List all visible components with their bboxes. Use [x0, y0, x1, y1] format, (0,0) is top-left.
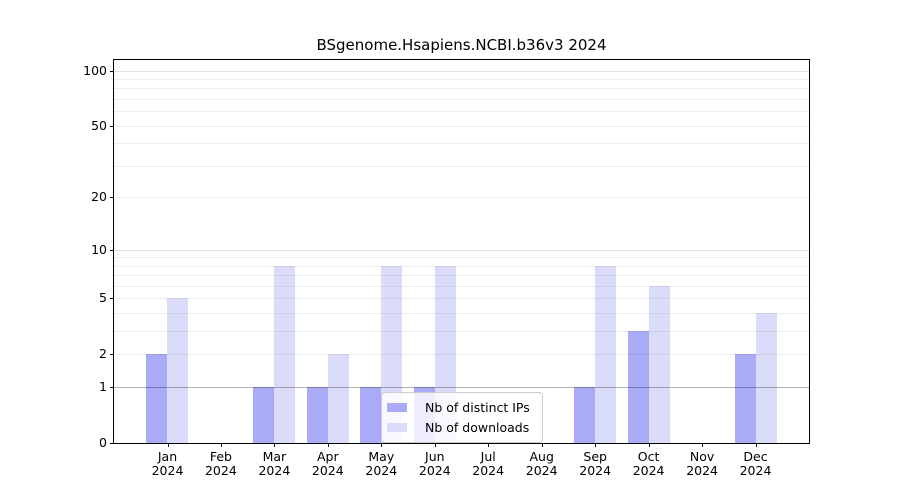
x-tick-label: Aug 2024 — [525, 449, 558, 478]
y-tick — [110, 70, 114, 72]
x-tick — [648, 443, 650, 447]
y-tick — [110, 197, 114, 199]
legend: Nb of distinct IPs Nb of downloads — [381, 392, 543, 443]
legend-item: Nb of downloads — [387, 419, 530, 436]
gridline-y-7 — [114, 275, 809, 277]
y-tick-label: 20 — [91, 189, 107, 205]
gridline-y-40 — [114, 143, 809, 145]
y-tick — [110, 354, 114, 356]
bar-distinct-ips-dec — [734, 354, 756, 443]
y-tick — [110, 298, 114, 300]
x-tick — [220, 443, 222, 447]
gridline-y-90 — [114, 79, 809, 80]
gridline-y-2 — [114, 354, 809, 356]
y-tick-label: 5 — [99, 290, 107, 306]
plot-area: 0 1 2 5 10 20 50 100 Jan 2024 Feb 2024 Mar 2024 Apr… — [83, 59, 810, 478]
legend-swatch-distinct-ips — [387, 403, 407, 412]
gridline-y-80 — [114, 88, 809, 90]
x-tick-label: Mar 2024 — [258, 449, 291, 478]
x-tick-label: Jul 2024 — [472, 449, 505, 478]
gridline-y-6 — [114, 286, 809, 287]
gridline-y-5 — [114, 298, 809, 300]
bar-distinct-ips-apr — [306, 387, 328, 443]
x-tick-label: Apr 2024 — [311, 449, 344, 478]
bar-distinct-ips-mar — [253, 387, 275, 443]
bar-downloads-jan — [167, 298, 189, 443]
x-tick-label: Sep 2024 — [579, 449, 612, 478]
bar-downloads-apr — [327, 354, 349, 443]
gridline-y-9 — [114, 257, 809, 259]
x-tick — [488, 443, 490, 447]
bar-distinct-ips-may — [360, 387, 382, 443]
y-tick-label: 0 — [99, 435, 107, 450]
bar-distinct-ips-oct — [627, 331, 649, 443]
gridline-y-50 — [114, 125, 809, 127]
x-tick-label: Oct 2024 — [632, 449, 665, 478]
x-tick — [755, 443, 757, 447]
x-tick-label: Jun 2024 — [418, 449, 451, 478]
x-tick-label: Nov 2024 — [686, 449, 718, 478]
x-tick-label: May 2024 — [365, 449, 398, 478]
y-tick-label: 50 — [91, 117, 107, 133]
y-tick-label: 100 — [83, 62, 107, 78]
bar-distinct-ips-jan — [146, 354, 168, 443]
x-tick-label: Dec 2024 — [739, 449, 772, 478]
y-tick-label: 2 — [99, 346, 107, 362]
x-tick — [381, 443, 383, 447]
chart-title: BSgenome.Hsapiens.NCBI.b36v3 2024 — [316, 36, 607, 54]
x-tick — [434, 443, 436, 447]
gridline-y-100 — [114, 70, 809, 72]
x-tick — [541, 443, 543, 447]
x-tick — [327, 443, 329, 447]
bar-downloads-mar — [274, 265, 296, 443]
gridline-y-30 — [114, 165, 809, 167]
gridline-y-60 — [114, 111, 809, 113]
gridline-y-20 — [114, 197, 809, 199]
x-tick — [274, 443, 276, 447]
legend-label: Nb of distinct IPs — [425, 400, 530, 415]
gridline-y-10 — [114, 249, 809, 251]
y-tick — [110, 387, 114, 389]
y-tick-label: 1 — [99, 379, 107, 395]
legend-swatch-downloads — [387, 423, 407, 432]
x-tick-label: Feb 2024 — [204, 449, 237, 478]
bar-downloads-oct — [648, 286, 670, 443]
bar-downloads-dec — [755, 313, 777, 443]
x-tick-label: Jan 2024 — [151, 449, 184, 478]
x-tick — [702, 443, 704, 447]
gridline-y-4 — [114, 313, 809, 315]
x-tick — [595, 443, 597, 447]
y-tick — [110, 443, 114, 444]
gridline-y-1 — [114, 387, 809, 389]
gridline-y-8 — [114, 265, 809, 267]
gridline-y-3 — [114, 331, 809, 333]
y-tick — [110, 125, 114, 127]
bar-distinct-ips-sep — [574, 387, 596, 443]
gridline-y-70 — [114, 99, 809, 100]
legend-item: Nb of distinct IPs — [387, 399, 530, 416]
legend-label: Nb of downloads — [425, 420, 530, 435]
bar-downloads-sep — [595, 265, 617, 443]
x-tick — [167, 443, 169, 447]
y-tick-label: 10 — [91, 241, 107, 257]
y-tick — [110, 249, 114, 251]
